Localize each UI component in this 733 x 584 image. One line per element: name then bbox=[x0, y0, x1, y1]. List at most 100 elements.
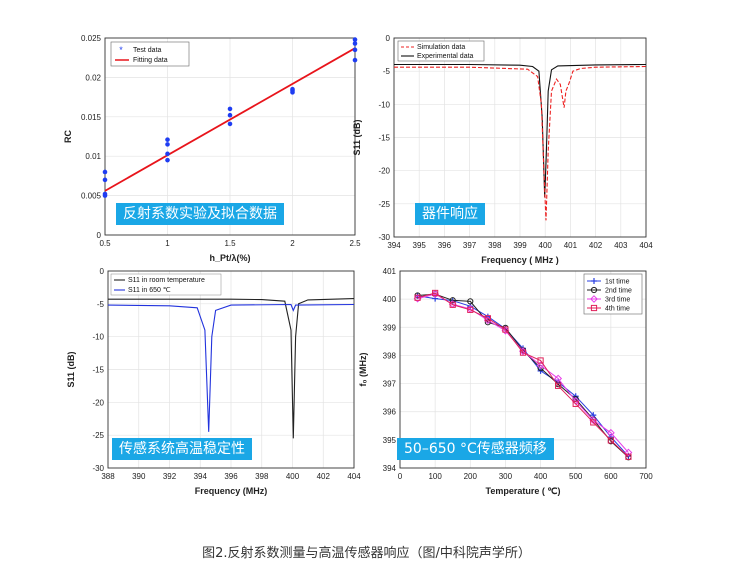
test-data-point bbox=[352, 37, 358, 42]
test-data-point bbox=[102, 169, 108, 175]
data-point-square bbox=[625, 453, 632, 460]
data-point-circle bbox=[467, 298, 474, 305]
x-axis-label: Frequency ( MHz ) bbox=[481, 255, 559, 265]
y-tick-label: 400 bbox=[383, 295, 397, 304]
y-tick-label: -15 bbox=[92, 366, 104, 375]
panel-rc-fit: 0.5 1 1.5 2 2.5 0 0.005 0.01 0.015 0.02 0.025 h_Pt/… bbox=[60, 30, 370, 270]
test-data-point bbox=[227, 106, 233, 112]
x-tick-label: 398 bbox=[255, 472, 269, 481]
stability-chart: 388 390 392 394 396 398 400 402 404 0 -5 -10 -15 -20 -… bbox=[66, 267, 361, 496]
figure-caption: 图2.反射系数测量与高温传感器响应（图/中科院声学所） bbox=[202, 546, 531, 561]
data-point-square bbox=[467, 306, 474, 313]
frequency-shift-chart: 0 100 200 300 400 500 600 700 401 400 399 398 397 396… bbox=[358, 267, 653, 496]
data-point-square bbox=[555, 382, 562, 389]
series-line-4 bbox=[417, 292, 629, 458]
y-tick-label: 399 bbox=[383, 323, 397, 332]
data-point-square bbox=[449, 301, 456, 308]
x-tick-label: 394 bbox=[194, 472, 208, 481]
legend-label-sim: Simulation data bbox=[417, 44, 465, 51]
x-tick-label: 1.5 bbox=[224, 239, 236, 248]
x-tick-label: 600 bbox=[604, 472, 618, 481]
test-data-point bbox=[165, 157, 170, 163]
panel-high-temp-stability: 388 390 392 394 396 398 400 402 404 0 -5 -10 -15 -20 -… bbox=[66, 263, 370, 503]
legend-label-test: Test data bbox=[133, 47, 162, 54]
x-tick-label: 388 bbox=[101, 472, 115, 481]
x-tick-label: 401 bbox=[564, 241, 578, 250]
device-response-chart: 394 395 396 397 398 399 400 401 402 403 404 0 -5 -10 -… bbox=[352, 34, 653, 265]
y-tick-label: 0.025 bbox=[81, 34, 102, 43]
data-point-circle bbox=[449, 297, 456, 304]
x-tick-label: 390 bbox=[132, 472, 146, 481]
y-axis-label: S11 (dB) bbox=[352, 119, 362, 155]
test-data-point bbox=[102, 191, 108, 197]
data-point-diamond bbox=[554, 374, 563, 383]
x-tick-label: 396 bbox=[438, 241, 452, 250]
legend-label-fit: Fitting data bbox=[133, 57, 168, 64]
panel-frequency-shift: 0 100 200 300 400 500 600 700 401 400 399 398 397 396… bbox=[358, 263, 662, 503]
x-tick-label: 400 bbox=[534, 472, 548, 481]
x-tick-label: 500 bbox=[569, 472, 583, 481]
y-tick-label: 0.015 bbox=[81, 113, 102, 122]
plot-frame bbox=[104, 37, 356, 236]
y-tick-label: 0 bbox=[97, 231, 102, 240]
test-data-point bbox=[227, 112, 233, 118]
legend-label-room: S11 in room temperature bbox=[128, 277, 205, 284]
legend-marker-circle bbox=[590, 286, 598, 294]
data-point-square bbox=[414, 294, 421, 301]
y-tick-label: -10 bbox=[92, 333, 104, 342]
x-tick-label: 200 bbox=[464, 472, 478, 481]
data-point-square bbox=[484, 315, 491, 322]
data-point-square bbox=[607, 437, 614, 444]
x-tick-label: 398 bbox=[488, 241, 502, 250]
test-data-point bbox=[165, 151, 170, 157]
x-tick-label: 1 bbox=[165, 239, 170, 248]
x-tick-label: 403 bbox=[614, 241, 628, 250]
y-tick-label: -5 bbox=[383, 67, 391, 76]
panel-tag-response: 器件响应 bbox=[415, 203, 485, 225]
y-tick-label: 396 bbox=[383, 408, 397, 417]
y-tick-label: -30 bbox=[92, 464, 104, 473]
test-data-point bbox=[352, 57, 358, 63]
x-tick-label: 395 bbox=[413, 241, 427, 250]
legend-marker-test: * bbox=[119, 45, 123, 55]
test-data-point bbox=[165, 137, 170, 142]
plot-frame bbox=[107, 270, 355, 469]
x-tick-label: 0 bbox=[398, 472, 403, 481]
test-data-point bbox=[290, 86, 295, 92]
legend-label-hot: S11 in 650 ℃ bbox=[128, 287, 171, 294]
x-tick-label: 399 bbox=[513, 241, 527, 250]
y-tick-label: 0.02 bbox=[85, 73, 101, 82]
y-tick-label: 394 bbox=[383, 464, 397, 473]
test-data-point bbox=[352, 41, 358, 46]
x-tick-label: 396 bbox=[224, 472, 238, 481]
panel-tag-rc: 反射系数实验及拟合数据 bbox=[116, 203, 284, 225]
legend-marker-square bbox=[590, 304, 598, 312]
legend-label-3: 3rd time bbox=[605, 297, 630, 304]
x-tick-label: 397 bbox=[463, 241, 477, 250]
plot-frame bbox=[399, 270, 647, 469]
test-data-point bbox=[165, 142, 170, 147]
y-tick-label: -25 bbox=[92, 431, 104, 440]
y-tick-label: -5 bbox=[97, 300, 105, 309]
y-tick-label: 395 bbox=[383, 436, 397, 445]
y-axis-label: RC bbox=[63, 130, 73, 143]
y-tick-label: 0 bbox=[100, 267, 105, 276]
x-tick-label: 300 bbox=[499, 472, 513, 481]
y-tick-label: 401 bbox=[383, 267, 397, 276]
legend-label-4: 4th time bbox=[605, 306, 630, 313]
panel-tag-stability: 传感系统高温稳定性 bbox=[112, 438, 252, 460]
room-temp-line bbox=[108, 298, 355, 439]
y-tick-label: -20 bbox=[378, 167, 390, 176]
legend-box bbox=[110, 41, 190, 67]
y-tick-label: -10 bbox=[378, 100, 390, 109]
data-point-square bbox=[519, 349, 527, 356]
data-point-square bbox=[590, 419, 597, 426]
panel-device-response: 394 395 396 397 398 399 400 401 402 403 404 0 -5 -10 -… bbox=[352, 30, 662, 270]
y-tick-label: -15 bbox=[378, 134, 390, 143]
legend-marker-plus bbox=[591, 278, 597, 284]
data-point-square bbox=[537, 357, 544, 364]
legend-marker-diamond bbox=[590, 295, 598, 303]
y-axis-label: S11 (dB) bbox=[66, 351, 76, 387]
x-axis-label: Temperature ( ℃) bbox=[486, 486, 561, 496]
y-tick-label: 0.005 bbox=[81, 192, 102, 201]
